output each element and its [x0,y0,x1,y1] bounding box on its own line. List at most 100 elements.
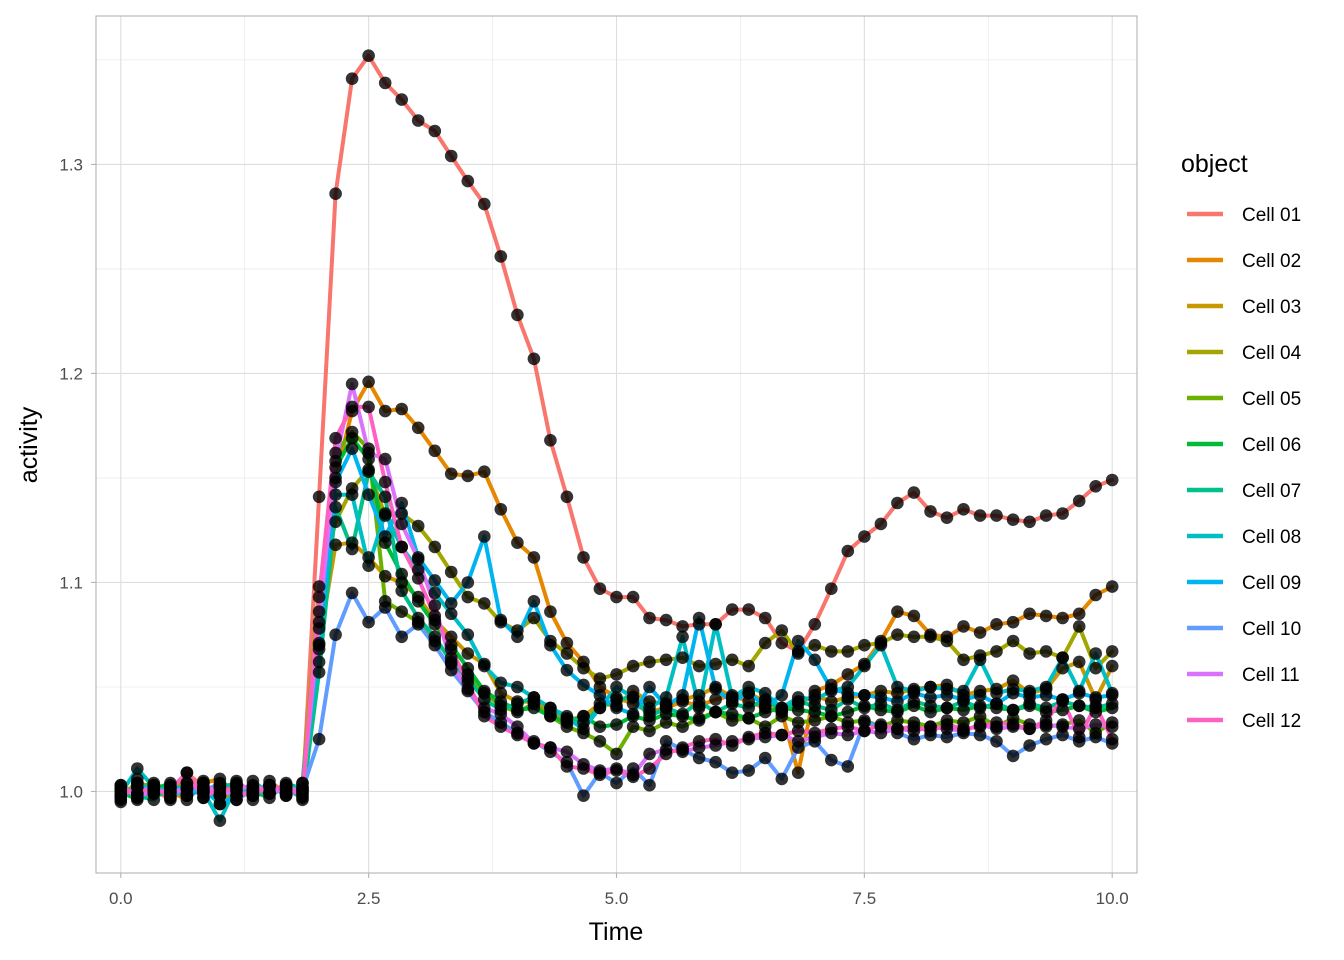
data-point [147,787,161,800]
data-point [742,764,755,777]
data-point [511,308,524,322]
legend-label: Cell 12 [1242,711,1301,732]
data-point [626,770,640,784]
data-point [907,630,921,644]
data-point [511,697,524,710]
data-point [378,601,392,614]
data-point [758,699,772,713]
data-point [362,49,375,62]
data-point [527,352,541,366]
legend-label: Cell 10 [1242,619,1301,640]
legend-label: Cell 04 [1242,343,1302,364]
data-point [1006,686,1020,700]
data-point [758,636,772,650]
data-point [973,701,987,715]
data-point [395,496,409,510]
data-point [1105,473,1119,487]
data-point [692,659,706,673]
data-point [378,569,392,583]
data-point [511,630,524,644]
data-point [610,747,623,761]
data-point [907,486,921,499]
data-point [709,657,722,671]
data-point [577,722,590,736]
data-point [891,496,904,510]
data-point [791,647,805,660]
data-points [114,49,1119,827]
data-point [626,720,640,733]
data-point [329,500,342,514]
data-point [593,701,607,715]
data-point [891,680,904,694]
data-point [709,693,722,706]
data-point [593,768,607,782]
data-point [808,638,822,652]
data-point [1023,691,1036,704]
data-point [527,701,541,715]
data-point [461,590,475,604]
data-point [345,542,359,556]
y-tick-label: 1.0 [59,782,83,801]
legend-label: Cell 03 [1242,297,1301,318]
data-point [362,465,375,479]
data-point [114,778,128,792]
data-point [610,680,623,694]
data-point [841,760,855,773]
data-point [758,686,772,700]
data-point [874,718,888,731]
data-point [560,636,574,650]
data-point [428,638,442,652]
data-point [1006,513,1020,526]
data-point [395,402,409,416]
data-point [709,705,722,719]
legend-label: Cell 09 [1242,573,1301,594]
data-point [593,735,607,748]
data-point [791,691,805,704]
data-point [428,599,442,612]
data-point [990,618,1003,631]
data-point [924,630,937,644]
data-point [494,676,508,690]
y-tick-label: 1.3 [59,155,83,174]
data-point [312,490,326,504]
data-point [676,630,689,644]
data-point [180,781,194,794]
data-point [329,515,342,529]
data-point [1105,659,1119,673]
data-point [659,613,673,627]
data-point [791,724,805,738]
data-point [725,695,739,708]
data-point [676,689,689,702]
data-point [444,565,458,579]
data-point [957,693,970,706]
data-point [1056,720,1069,733]
legend-title: object [1181,150,1248,178]
data-point [692,714,706,727]
data-point [345,586,359,600]
data-point [345,377,359,391]
data-point [1056,661,1069,675]
data-point [725,739,739,752]
data-point [858,689,871,702]
data-point [378,452,392,466]
data-point [957,722,970,736]
data-point [527,611,541,625]
data-point [1039,714,1053,727]
data-point [362,488,375,502]
data-point [478,709,491,723]
data-point [808,726,822,740]
data-point [362,615,375,629]
grid-lines [96,16,1137,873]
data-point [560,712,574,725]
data-point [362,559,375,572]
data-point [494,707,508,721]
data-point [1072,730,1086,744]
data-point [1006,634,1020,648]
data-point [1072,620,1086,633]
data-point [411,553,425,566]
data-point [544,741,557,754]
data-point [659,699,673,713]
data-point [279,783,293,796]
data-point [131,762,144,775]
